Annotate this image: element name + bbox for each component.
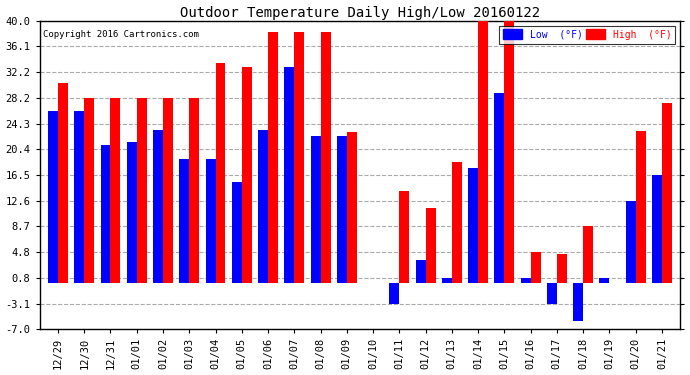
Bar	[232, 182, 241, 283]
Bar	[547, 283, 557, 304]
Bar	[310, 136, 321, 283]
Bar	[468, 168, 478, 283]
Bar	[521, 278, 531, 283]
Bar	[179, 159, 189, 283]
Bar	[241, 67, 252, 283]
Legend: Low  (°F), High  (°F): Low (°F), High (°F)	[499, 26, 676, 44]
Bar	[110, 98, 121, 283]
Bar	[153, 130, 163, 283]
Bar	[189, 98, 199, 283]
Bar	[583, 226, 593, 283]
Bar	[478, 20, 488, 283]
Bar	[163, 98, 173, 283]
Title: Outdoor Temperature Daily High/Low 20160122: Outdoor Temperature Daily High/Low 20160…	[180, 6, 540, 20]
Bar	[662, 103, 672, 283]
Bar	[337, 136, 347, 283]
Bar	[48, 111, 58, 283]
Bar	[268, 32, 278, 283]
Bar	[635, 131, 646, 283]
Bar	[415, 260, 426, 283]
Bar	[347, 132, 357, 283]
Bar	[452, 162, 462, 283]
Bar	[215, 63, 226, 283]
Bar	[557, 254, 567, 283]
Bar	[284, 67, 295, 283]
Bar	[258, 130, 268, 283]
Bar	[531, 252, 540, 283]
Bar	[58, 83, 68, 283]
Bar	[389, 283, 400, 304]
Bar	[101, 146, 110, 283]
Bar	[400, 191, 409, 283]
Bar	[127, 142, 137, 283]
Bar	[600, 278, 609, 283]
Bar	[442, 278, 452, 283]
Bar	[84, 98, 95, 283]
Bar	[652, 175, 662, 283]
Bar	[504, 20, 514, 283]
Bar	[137, 98, 147, 283]
Bar	[626, 201, 635, 283]
Bar	[573, 283, 583, 321]
Bar	[206, 159, 215, 283]
Text: Copyright 2016 Cartronics.com: Copyright 2016 Cartronics.com	[43, 30, 199, 39]
Bar	[426, 208, 435, 283]
Bar	[295, 32, 304, 283]
Bar	[321, 32, 331, 283]
Bar	[494, 93, 504, 283]
Bar	[75, 111, 84, 283]
